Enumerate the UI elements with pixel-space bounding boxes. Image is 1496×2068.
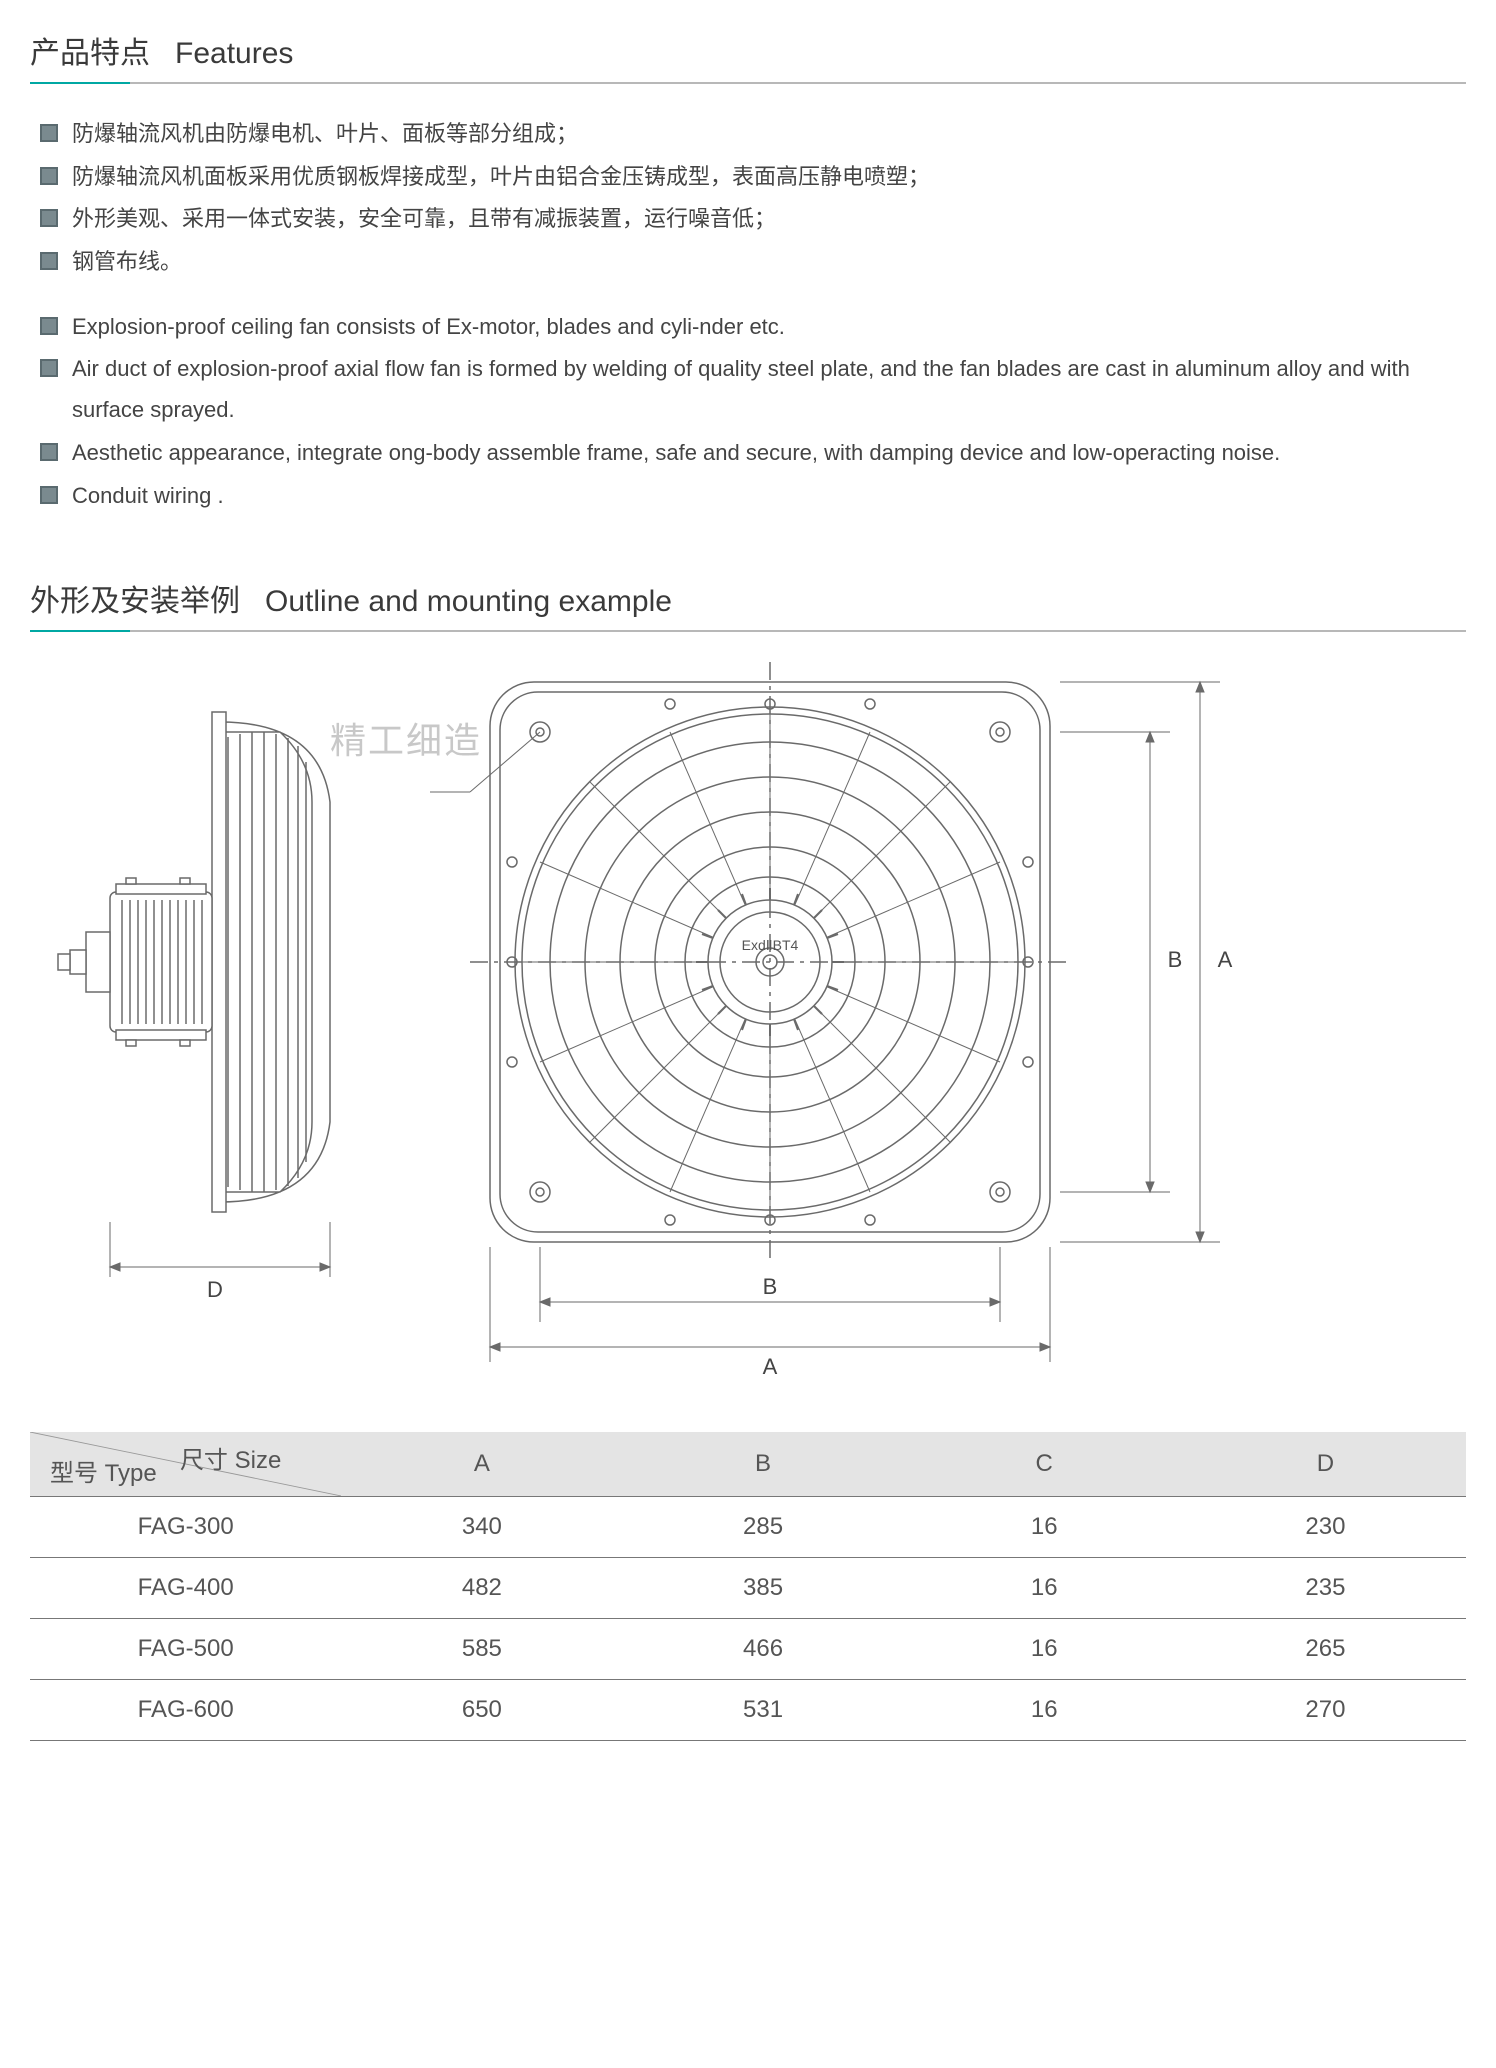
table-header-row: 尺寸 Size 型号 Type A B C D [30,1432,1466,1497]
size-table: 尺寸 Size 型号 Type A B C D FAG-300 340 285 … [30,1432,1466,1741]
outline-heading-en: Outline and mounting example [265,585,672,618]
bullet-icon [40,252,58,270]
fan-front-view: ExdⅡBT4 4-φC B A [430,662,1450,1382]
table-body: FAG-300 340 285 16 230 FAG-400 482 385 1… [30,1497,1466,1741]
bullet-icon [40,167,58,185]
list-item: Aesthetic appearance, integrate ong-body… [40,433,1456,474]
features-list-cn: 防爆轴流风机由防爆电机、叶片、面板等部分组成； 防爆轴流风机面板采用优质钢板焊接… [30,114,1466,283]
col-b: B [622,1432,903,1497]
outline-heading-cn: 外形及安装举例 [30,585,240,618]
col-a: A [341,1432,622,1497]
features-heading-cn: 产品特点 [30,37,150,70]
list-item: 钢管布线。 [40,242,1456,283]
bullet-icon [40,359,58,377]
bullet-icon [40,486,58,504]
col-c: C [904,1432,1185,1497]
dim-d-label: D [207,1277,223,1302]
features-heading-en: Features [175,37,293,70]
table-row: FAG-500 585 466 16 265 [30,1619,1466,1680]
list-item: 防爆轴流风机由防爆电机、叶片、面板等部分组成； [40,114,1456,155]
bullet-icon [40,124,58,142]
dim-b-bottom: B [763,1274,778,1299]
outline-underline [30,630,1466,632]
bullet-icon [40,443,58,461]
list-item: Explosion-proof ceiling fan consists of … [40,307,1456,348]
table-row: FAG-600 650 531 16 270 [30,1680,1466,1741]
bullet-icon [40,317,58,335]
header-type: 型号 Type [50,1453,157,1488]
dim-a-bottom: A [763,1354,778,1379]
hub-marking: ExdⅡBT4 [742,937,799,953]
dim-b-right: B [1168,947,1183,972]
dim-a-right: A [1218,947,1233,972]
list-item: 防爆轴流风机面板采用优质钢板焊接成型，叶片由铝合金压铸成型，表面高压静电喷塑； [40,157,1456,198]
fan-side-view: D [30,702,390,1342]
features-list-en: Explosion-proof ceiling fan consists of … [30,307,1466,516]
features-heading: 产品特点 Features [30,28,1466,82]
outline-heading: 外形及安装举例 Outline and mounting example [30,576,1466,630]
list-item: Conduit wiring . [40,476,1456,517]
table-row: FAG-300 340 285 16 230 [30,1497,1466,1558]
diagram-area: 精工细造 谷子防爆 [30,662,1466,1392]
header-size: 尺寸 Size [180,1440,281,1475]
bullet-icon [40,209,58,227]
table-row: FAG-400 482 385 16 235 [30,1558,1466,1619]
features-underline [30,82,1466,84]
col-d: D [1185,1432,1466,1497]
list-item: 外形美观、采用一体式安装，安全可靠，且带有减振装置，运行噪音低； [40,199,1456,240]
table-corner-cell: 尺寸 Size 型号 Type [30,1432,341,1497]
list-item: Air duct of explosion-proof axial flow f… [40,349,1456,430]
